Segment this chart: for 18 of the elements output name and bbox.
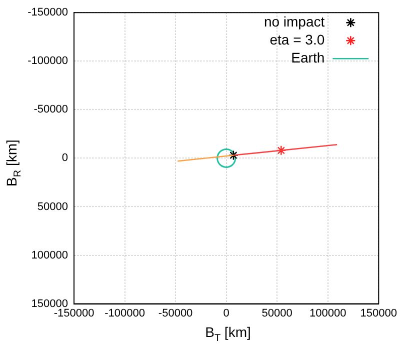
x-axis-title: B$_{T}$ [km] [204, 324, 252, 344]
legend-label: Earth [291, 49, 325, 66]
y-tick-label: 150000 [31, 298, 68, 310]
y-tick-label: -100000 [28, 55, 68, 68]
legend-label: no impact [264, 13, 325, 30]
y-tick-label: 50000 [37, 200, 68, 213]
x-tick-label: 0 [223, 307, 230, 320]
x-tick-label: 100000 [310, 307, 346, 320]
x-tick-label: -50000 [158, 307, 193, 320]
y-tick-label: 0 [62, 152, 68, 164]
legend-label: eta = 3.0 [270, 31, 325, 48]
x-tick-label: -100000 [104, 307, 145, 320]
x-tick-label: 50000 [262, 307, 292, 320]
y-tick-label: -50000 [34, 104, 68, 116]
y-tick-label: -150000 [28, 6, 68, 19]
y-tick-label: 100000 [31, 249, 68, 262]
x-tick-label: -150000 [54, 307, 94, 320]
x-tick-label: 150000 [360, 307, 398, 320]
